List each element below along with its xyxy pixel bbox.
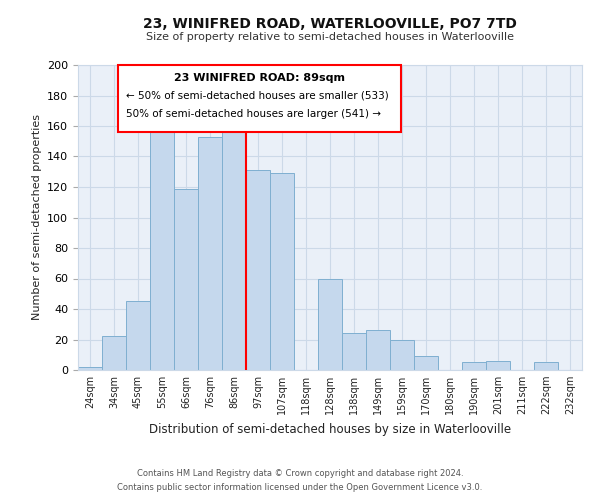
Text: Contains public sector information licensed under the Open Government Licence v3: Contains public sector information licen… [118,484,482,492]
Bar [462,362,486,370]
Bar [78,367,102,370]
Bar [390,340,414,370]
Bar [102,336,126,370]
Bar [246,170,270,370]
X-axis label: Distribution of semi-detached houses by size in Waterlooville: Distribution of semi-detached houses by … [149,422,511,436]
Text: 23, WINIFRED ROAD, WATERLOOVILLE, PO7 7TD: 23, WINIFRED ROAD, WATERLOOVILLE, PO7 7T… [143,18,517,32]
Bar [534,362,558,370]
Bar [222,118,246,370]
Bar [174,188,198,370]
Bar [486,361,510,370]
Bar [342,334,366,370]
Text: ← 50% of semi-detached houses are smaller (533): ← 50% of semi-detached houses are smalle… [126,91,389,101]
Bar [414,356,438,370]
Bar [126,302,150,370]
Text: Size of property relative to semi-detached houses in Waterlooville: Size of property relative to semi-detach… [146,32,514,42]
Text: 50% of semi-detached houses are larger (541) →: 50% of semi-detached houses are larger (… [126,109,381,119]
Text: 23 WINIFRED ROAD: 89sqm: 23 WINIFRED ROAD: 89sqm [174,72,345,83]
Bar [318,278,342,370]
Bar [150,129,174,370]
Bar [198,136,222,370]
FancyBboxPatch shape [118,65,401,132]
Y-axis label: Number of semi-detached properties: Number of semi-detached properties [32,114,41,320]
Text: Contains HM Land Registry data © Crown copyright and database right 2024.: Contains HM Land Registry data © Crown c… [137,468,463,477]
Bar [270,174,294,370]
Bar [366,330,390,370]
